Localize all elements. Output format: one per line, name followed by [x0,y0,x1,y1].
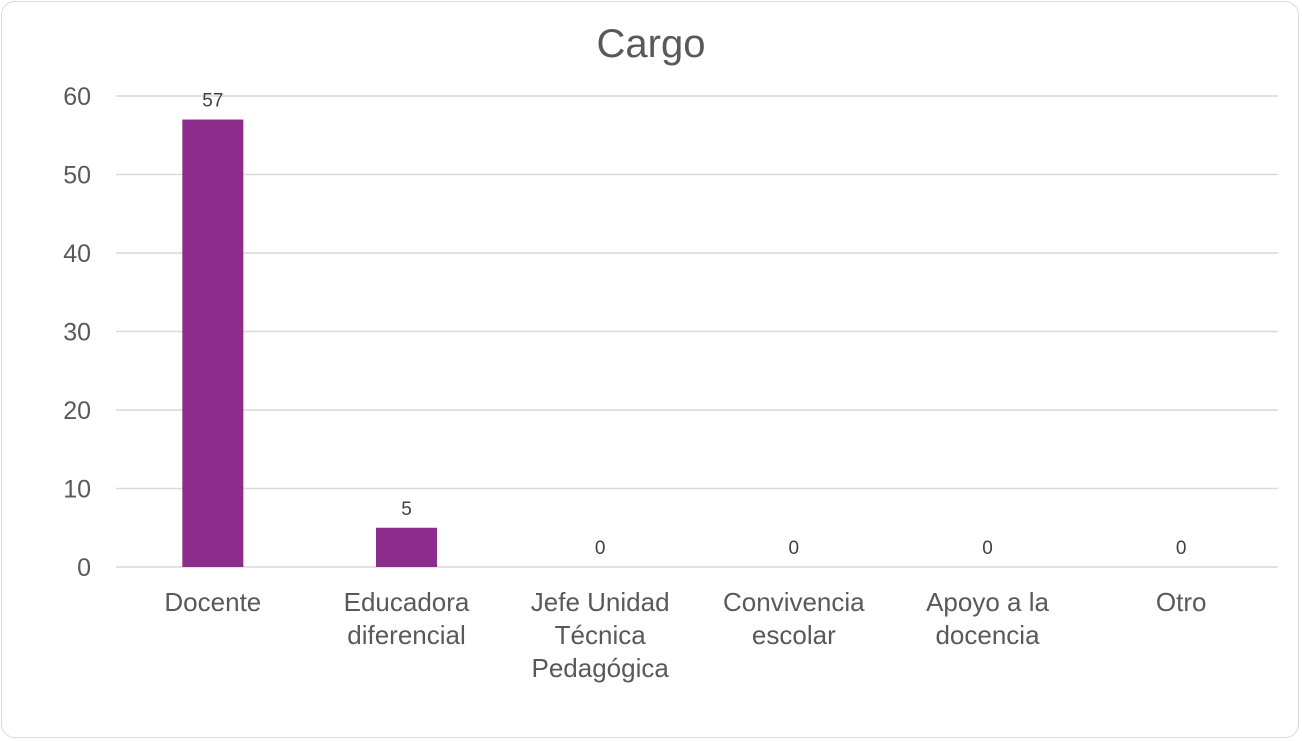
x-tick-label-line: Otro [1156,587,1207,617]
x-tick-label: Convivencia escolar [723,587,865,650]
y-tick-label: 10 [63,476,91,504]
x-tick-label-line: Pedagógica [531,653,669,683]
x-tick-label-line: docencia [935,620,1040,650]
x-tick-label: Jefe Unidad Técnica Pedagógica [531,587,670,683]
y-tick-label: 30 [63,319,91,347]
x-tick-label: Otro [1156,587,1207,617]
x-tick-label-line: Educadora [344,587,470,617]
x-tick-label-line: Docente [164,587,261,617]
x-axis-ticks: Docente Educadora diferencial Jefe Unidad Té… [164,587,1206,683]
y-tick-label: 50 [63,162,91,190]
x-tick-label-line: Técnica [555,620,647,650]
bars [182,119,437,568]
x-tick-label-line: diferencial [347,620,466,650]
x-tick-label: Docente [164,587,261,617]
x-tick-label-line: Convivencia [723,587,865,617]
x-tick-label-line: escolar [752,620,836,650]
y-tick-label: 20 [63,397,91,425]
bar [182,119,244,568]
x-tick-label: Apoyo a la docencia [926,587,1049,650]
data-label: 0 [1176,538,1187,559]
data-label: 0 [789,538,800,559]
x-tick-label: Educadora diferencial [344,587,470,650]
x-tick-label-line: Apoyo a la [926,587,1049,617]
y-tick-label: 0 [77,554,91,582]
chart-title: Cargo [597,22,706,66]
bar [376,527,437,567]
y-axis-ticks: 0 10 20 30 40 50 60 [63,83,91,582]
x-tick-label-line: Jefe Unidad [531,587,670,617]
data-labels: 57 5 0 0 0 0 [202,91,1186,559]
y-tick-label: 40 [63,240,91,268]
data-label: 57 [202,91,223,112]
data-label: 5 [401,499,412,520]
data-label: 0 [595,538,606,559]
gridlines [116,95,1278,568]
y-tick-label: 60 [63,83,91,111]
data-label: 0 [982,538,993,559]
